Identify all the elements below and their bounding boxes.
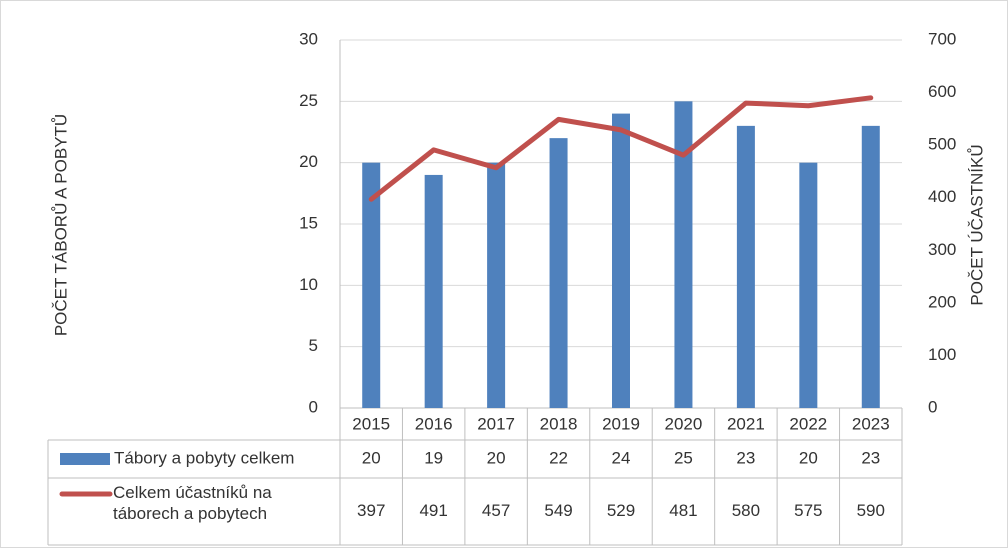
y-tick-label: 30 [299,29,318,48]
y2-tick-label: 600 [928,82,956,101]
bar [799,162,818,408]
y2-tick-label: 100 [928,345,956,364]
y-tick-label: 0 [309,397,318,416]
legend-label: Tábory a pobyty celkem [114,448,294,467]
x-tick-label: 2022 [789,414,827,433]
line-series [368,95,874,202]
y-tick-label: 15 [299,213,318,232]
y-tick-label: 20 [299,152,318,171]
x-tick-label: 2021 [727,414,765,433]
table-value: 20 [362,448,381,467]
bar [487,162,506,408]
y2-tick-label: 200 [928,292,956,311]
x-tick-label: 2016 [415,414,453,433]
table-value: 23 [861,448,880,467]
table-value: 457 [482,501,510,520]
table-value: 20 [799,448,818,467]
table-value: 575 [794,501,822,520]
table-value: 397 [357,501,385,520]
table-value: 22 [549,448,568,467]
bar [362,162,381,408]
table-value: 491 [419,501,447,520]
legend-key [60,453,110,465]
table-value: 25 [674,448,693,467]
bar [612,113,630,408]
table-value: 590 [857,501,885,520]
bar [424,174,443,408]
bar [861,125,880,408]
y-axis-label: POČET TÁBORŮ A POBYTŮ [51,114,70,336]
y2-tick-label: 300 [928,240,956,259]
bar [674,101,693,408]
table-value: 549 [544,501,572,520]
x-tick-label: 2023 [852,414,890,433]
y2-tick-label: 400 [928,187,956,206]
table-value: 20 [487,448,506,467]
legend-label-box: Celkem účastníků na táborech a pobytech [113,483,272,523]
y2-tick-label: 700 [928,29,956,48]
bar [736,125,755,408]
y-tick-label: 10 [299,275,318,294]
y2-tick-label: 0 [928,397,937,416]
x-tick-label: 2020 [665,414,703,433]
y-tick-label: 5 [309,336,318,355]
y-tick-label: 25 [299,91,318,110]
table-value: 19 [424,448,443,467]
bar [549,138,568,408]
x-tick-label: 2019 [602,414,640,433]
table-value: 529 [607,501,635,520]
x-tick-label: 2015 [352,414,390,433]
legend-label: Celkem účastníků na táborech a pobytech [113,483,272,523]
y2-axis-label: POČET ÚČASTNÍKŮ [967,144,986,305]
table-value: 23 [736,448,755,467]
x-tick-label: 2018 [540,414,578,433]
table-value: 481 [669,501,697,520]
x-tick-label: 2017 [477,414,515,433]
table-value: 24 [612,448,631,467]
y2-tick-label: 500 [928,135,956,154]
table-value: 580 [732,501,760,520]
